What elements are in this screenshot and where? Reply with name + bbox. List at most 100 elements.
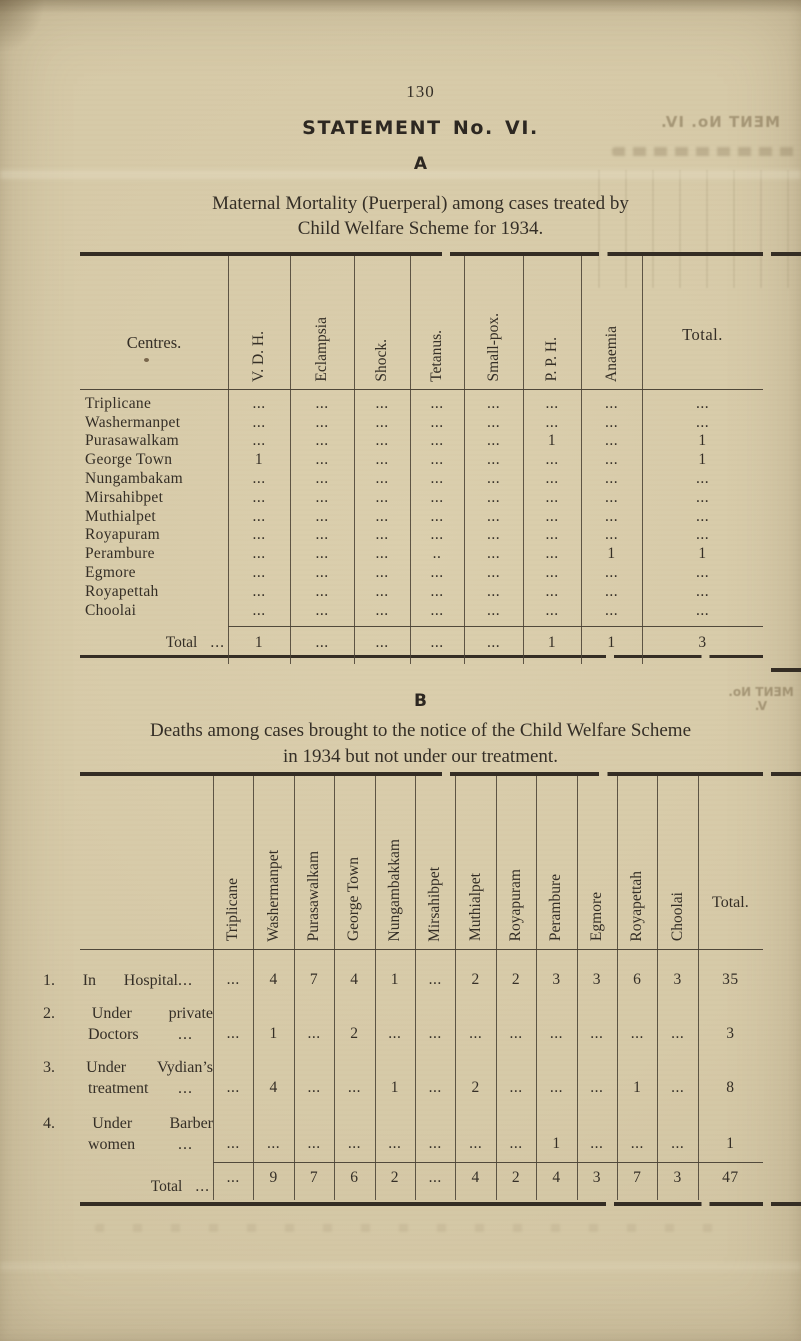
bleed-through-smudge	[612, 147, 797, 156]
value-cell: ...	[486, 564, 501, 582]
value-cell: ...	[315, 545, 329, 563]
value-cell: ...	[315, 601, 329, 619]
value-cell: ...	[604, 582, 619, 600]
value-cell: ...	[590, 1025, 604, 1042]
centre-name: George Town	[85, 451, 173, 469]
value-cell: ...	[315, 394, 329, 412]
leader-dots: ...	[178, 972, 193, 989]
column-header-label: George Town	[345, 857, 363, 942]
total-value-cell: 3	[576, 1162, 618, 1196]
total-header: Total.	[712, 893, 749, 911]
value-cell: ..	[432, 545, 442, 563]
leader-dots: ...	[178, 1026, 193, 1043]
value-cell: 3	[592, 971, 601, 988]
column-header-label: Purasawalkam	[305, 851, 323, 942]
value-cell: ...	[430, 582, 444, 600]
centre-name: Muthialpet	[85, 507, 157, 525]
value-cell: ...	[604, 470, 619, 488]
value-cell: ...	[226, 971, 240, 988]
value-cell: ...	[430, 564, 444, 582]
value-cell: ...	[549, 1025, 564, 1042]
value-cell: ...	[347, 1079, 361, 1096]
value-cell: 2	[511, 971, 521, 988]
value-cell: ...	[430, 507, 444, 525]
leader-dots: ...	[178, 1136, 193, 1153]
value-cell: ...	[590, 1079, 604, 1096]
page-number: 130	[406, 82, 435, 101]
value-cell: 6	[633, 971, 642, 988]
value-cell: ...	[315, 564, 329, 582]
value-cell: ...	[604, 507, 619, 525]
grand-total: 3	[642, 626, 763, 652]
value-cell: ...	[375, 601, 389, 619]
total-value-cell: 2	[374, 1162, 416, 1196]
value-cell: ...	[388, 1135, 402, 1152]
value-cell: ...	[509, 1079, 523, 1096]
row-label-line2: Doctors	[88, 1026, 139, 1043]
value-cell: ...	[604, 564, 619, 582]
value-cell: 1	[254, 451, 264, 469]
table-row: Washermanpet ... ... ... ... ... ... ...…	[80, 413, 763, 432]
value-cell: ...	[428, 1025, 442, 1042]
column-header-label: Mirsahibpet	[426, 866, 444, 942]
value-cell: ...	[252, 582, 266, 600]
value-cell: ...	[486, 601, 501, 619]
value-cell: 2	[471, 1079, 480, 1096]
value-cell: ...	[486, 526, 501, 544]
value-cell: 1	[390, 1079, 399, 1096]
value-cell: ...	[430, 526, 444, 544]
column-header-label: Egmore	[587, 892, 605, 942]
value-cell: ...	[347, 1135, 361, 1152]
table-row: Egmore ... ... ... ... ... ... ... ...	[80, 564, 763, 583]
row-total: ...	[695, 413, 710, 431]
column-header-label: Muthialpet	[466, 873, 484, 942]
value-cell: ...	[486, 394, 501, 412]
total-value-cell: ...	[415, 1162, 456, 1196]
value-cell: ...	[252, 488, 266, 506]
value-cell: ...	[252, 526, 266, 544]
value-cell: ...	[315, 432, 329, 450]
column-header-cell: Eclampsia	[290, 256, 354, 389]
value-cell: ...	[486, 507, 501, 525]
value-cell: ...	[315, 413, 329, 431]
table-row: 3. Under Vydian’s treatment... ... 4 ...…	[43, 1052, 763, 1106]
column-header-cell: Muthialpet	[455, 776, 495, 949]
value-cell: ...	[630, 1135, 644, 1152]
table-b-top-rule	[80, 772, 763, 776]
table-a-top-rule	[80, 252, 763, 256]
value-cell: 4	[269, 1079, 278, 1096]
value-cell: ...	[375, 394, 389, 412]
value-cell: ...	[252, 413, 266, 431]
row-label-line1: 4. Under Barber	[43, 1115, 213, 1132]
value-cell: ...	[590, 1135, 604, 1152]
total-value-cell: 1	[523, 626, 581, 652]
row-total: ...	[695, 601, 710, 619]
value-cell: ...	[315, 451, 329, 469]
value-cell: ...	[509, 1025, 523, 1042]
value-cell: ...	[428, 1135, 442, 1152]
value-cell: ...	[375, 432, 389, 450]
leader-dots: ...	[210, 633, 225, 651]
table-b-caption-line2: in 1934 but not under our treatment.	[283, 746, 558, 767]
section-b-label: B	[414, 691, 427, 711]
table-b-header-rule	[80, 948, 763, 950]
value-cell: 1	[269, 1025, 278, 1042]
row-total: ...	[695, 507, 710, 525]
table-row: Choolai ... ... ... ... ... ... ... ...	[80, 601, 763, 620]
value-cell: ...	[545, 470, 559, 488]
column-header-label: Shock.	[373, 338, 390, 382]
column-header-label: Royapuram	[507, 869, 525, 942]
value-cell: ...	[486, 432, 501, 450]
value-cell: ...	[375, 451, 389, 469]
value-cell: ...	[430, 413, 444, 431]
total-label: Total	[150, 1178, 183, 1195]
value-cell: ...	[315, 470, 329, 488]
column-header-label: Anaemia	[602, 325, 620, 382]
column-header-cell: Anaemia	[581, 256, 642, 389]
value-cell: ...	[486, 413, 501, 431]
row-label-line2: women	[88, 1136, 136, 1153]
row-label: 3. Under Vydian’s treatment...	[43, 1057, 213, 1106]
leader-dots: ...	[195, 1178, 210, 1195]
row-total: 1	[698, 432, 707, 450]
